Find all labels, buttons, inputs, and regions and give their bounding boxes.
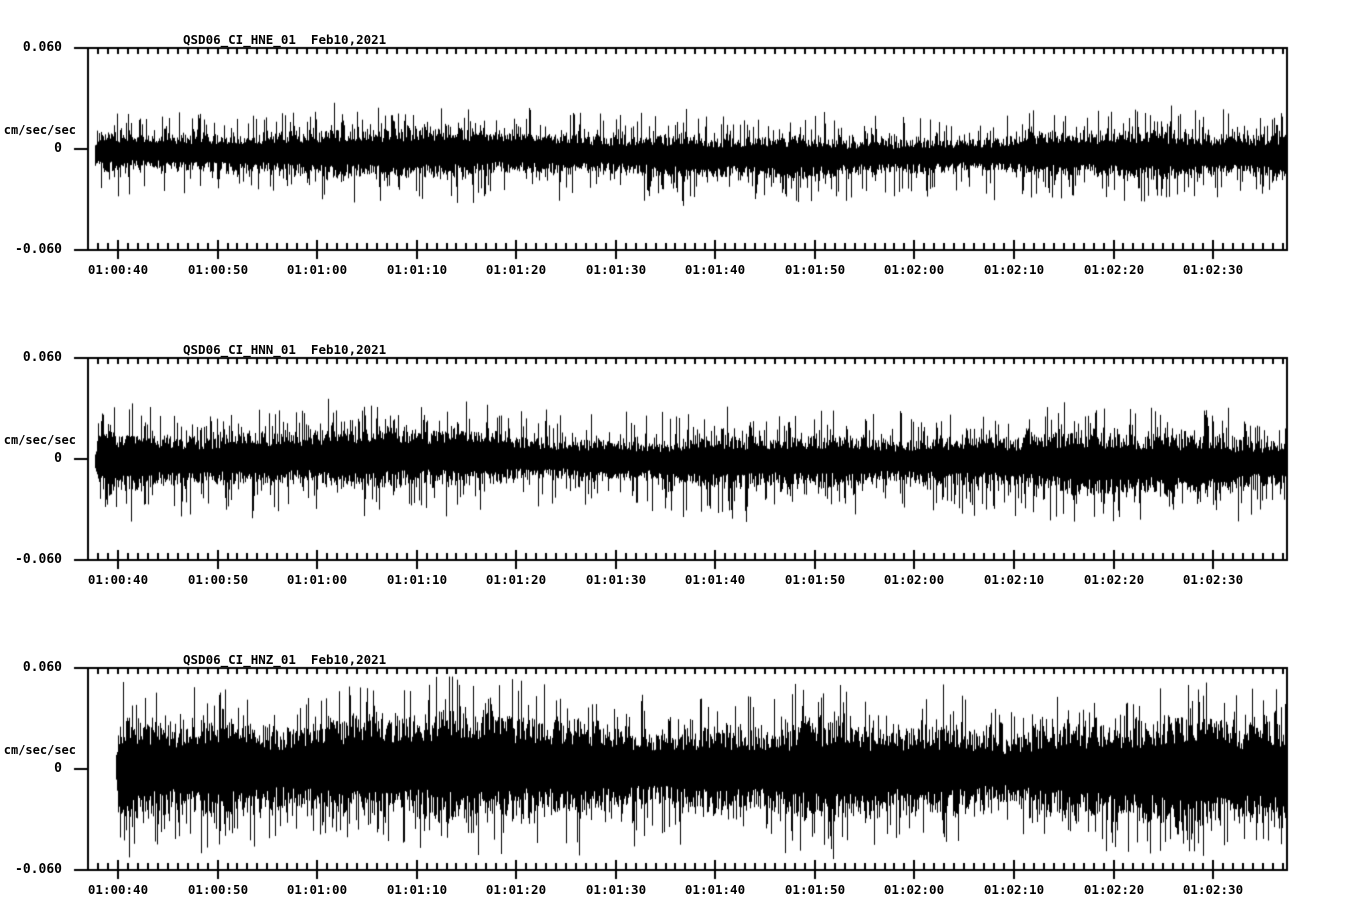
x-tick-label: 01:02:10 bbox=[983, 882, 1045, 897]
x-tick-label: 01:02:30 bbox=[1182, 572, 1244, 587]
y-tick-label-max: 0.060 bbox=[22, 40, 62, 55]
x-tick-label: 01:01:50 bbox=[784, 262, 846, 277]
panel-title: QSD06_CI_HNZ_01 Feb10,2021 bbox=[183, 652, 387, 667]
y-axis-unit-label: cm/sec/sec bbox=[3, 743, 76, 757]
x-tick-label: 01:01:40 bbox=[684, 572, 746, 587]
x-tick-label: 01:02:00 bbox=[883, 882, 945, 897]
x-tick-label: 01:01:40 bbox=[684, 882, 746, 897]
x-tick-label: 01:01:10 bbox=[386, 262, 448, 277]
x-tick-label: 01:00:50 bbox=[187, 882, 249, 897]
y-tick-label-min: -0.060 bbox=[15, 552, 62, 567]
x-tick-label: 01:01:20 bbox=[485, 262, 547, 277]
y-tick-label-zero: 0 bbox=[54, 141, 62, 156]
x-tick-label: 01:00:40 bbox=[87, 262, 149, 277]
x-tick-label: 01:01:10 bbox=[386, 882, 448, 897]
x-tick-label: 01:01:10 bbox=[386, 572, 448, 587]
x-tick-label: 01:02:20 bbox=[1083, 572, 1145, 587]
y-tick-label-max: 0.060 bbox=[22, 660, 62, 675]
x-tick-label: 01:01:00 bbox=[286, 572, 348, 587]
y-tick-label-min: -0.060 bbox=[15, 242, 62, 257]
y-tick-label-zero: 0 bbox=[54, 451, 62, 466]
x-tick-label: 01:02:00 bbox=[883, 572, 945, 587]
x-tick-label: 01:02:20 bbox=[1083, 882, 1145, 897]
x-tick-label: 01:00:50 bbox=[187, 572, 249, 587]
y-axis-unit-label: cm/sec/sec bbox=[3, 123, 76, 137]
x-tick-label: 01:00:40 bbox=[87, 882, 149, 897]
x-tick-label: 01:00:40 bbox=[87, 572, 149, 587]
x-tick-label: 01:01:00 bbox=[286, 262, 348, 277]
x-tick-label: 01:01:30 bbox=[585, 882, 647, 897]
x-tick-label: 01:02:30 bbox=[1182, 262, 1244, 277]
y-tick-label-max: 0.060 bbox=[22, 350, 62, 365]
x-tick-label: 01:01:40 bbox=[684, 262, 746, 277]
x-tick-label: 01:02:30 bbox=[1182, 882, 1244, 897]
x-tick-label: 01:02:00 bbox=[883, 262, 945, 277]
y-tick-label-zero: 0 bbox=[54, 761, 62, 776]
x-tick-label: 01:01:50 bbox=[784, 572, 846, 587]
x-tick-label: 01:02:10 bbox=[983, 262, 1045, 277]
x-tick-label: 01:01:20 bbox=[485, 882, 547, 897]
x-tick-label: 01:01:30 bbox=[585, 572, 647, 587]
x-tick-label: 01:02:20 bbox=[1083, 262, 1145, 277]
y-axis-unit-label: cm/sec/sec bbox=[3, 433, 76, 447]
y-tick-label-min: -0.060 bbox=[15, 862, 62, 877]
panel-title: QSD06_CI_HNE_01 Feb10,2021 bbox=[183, 32, 387, 47]
x-tick-label: 01:01:20 bbox=[485, 572, 547, 587]
x-tick-label: 01:01:50 bbox=[784, 882, 846, 897]
x-tick-label: 01:00:50 bbox=[187, 262, 249, 277]
x-tick-label: 01:02:10 bbox=[983, 572, 1045, 587]
x-tick-label: 01:01:30 bbox=[585, 262, 647, 277]
x-tick-label: 01:01:00 bbox=[286, 882, 348, 897]
panel-title: QSD06_CI_HNN_01 Feb10,2021 bbox=[183, 342, 387, 357]
